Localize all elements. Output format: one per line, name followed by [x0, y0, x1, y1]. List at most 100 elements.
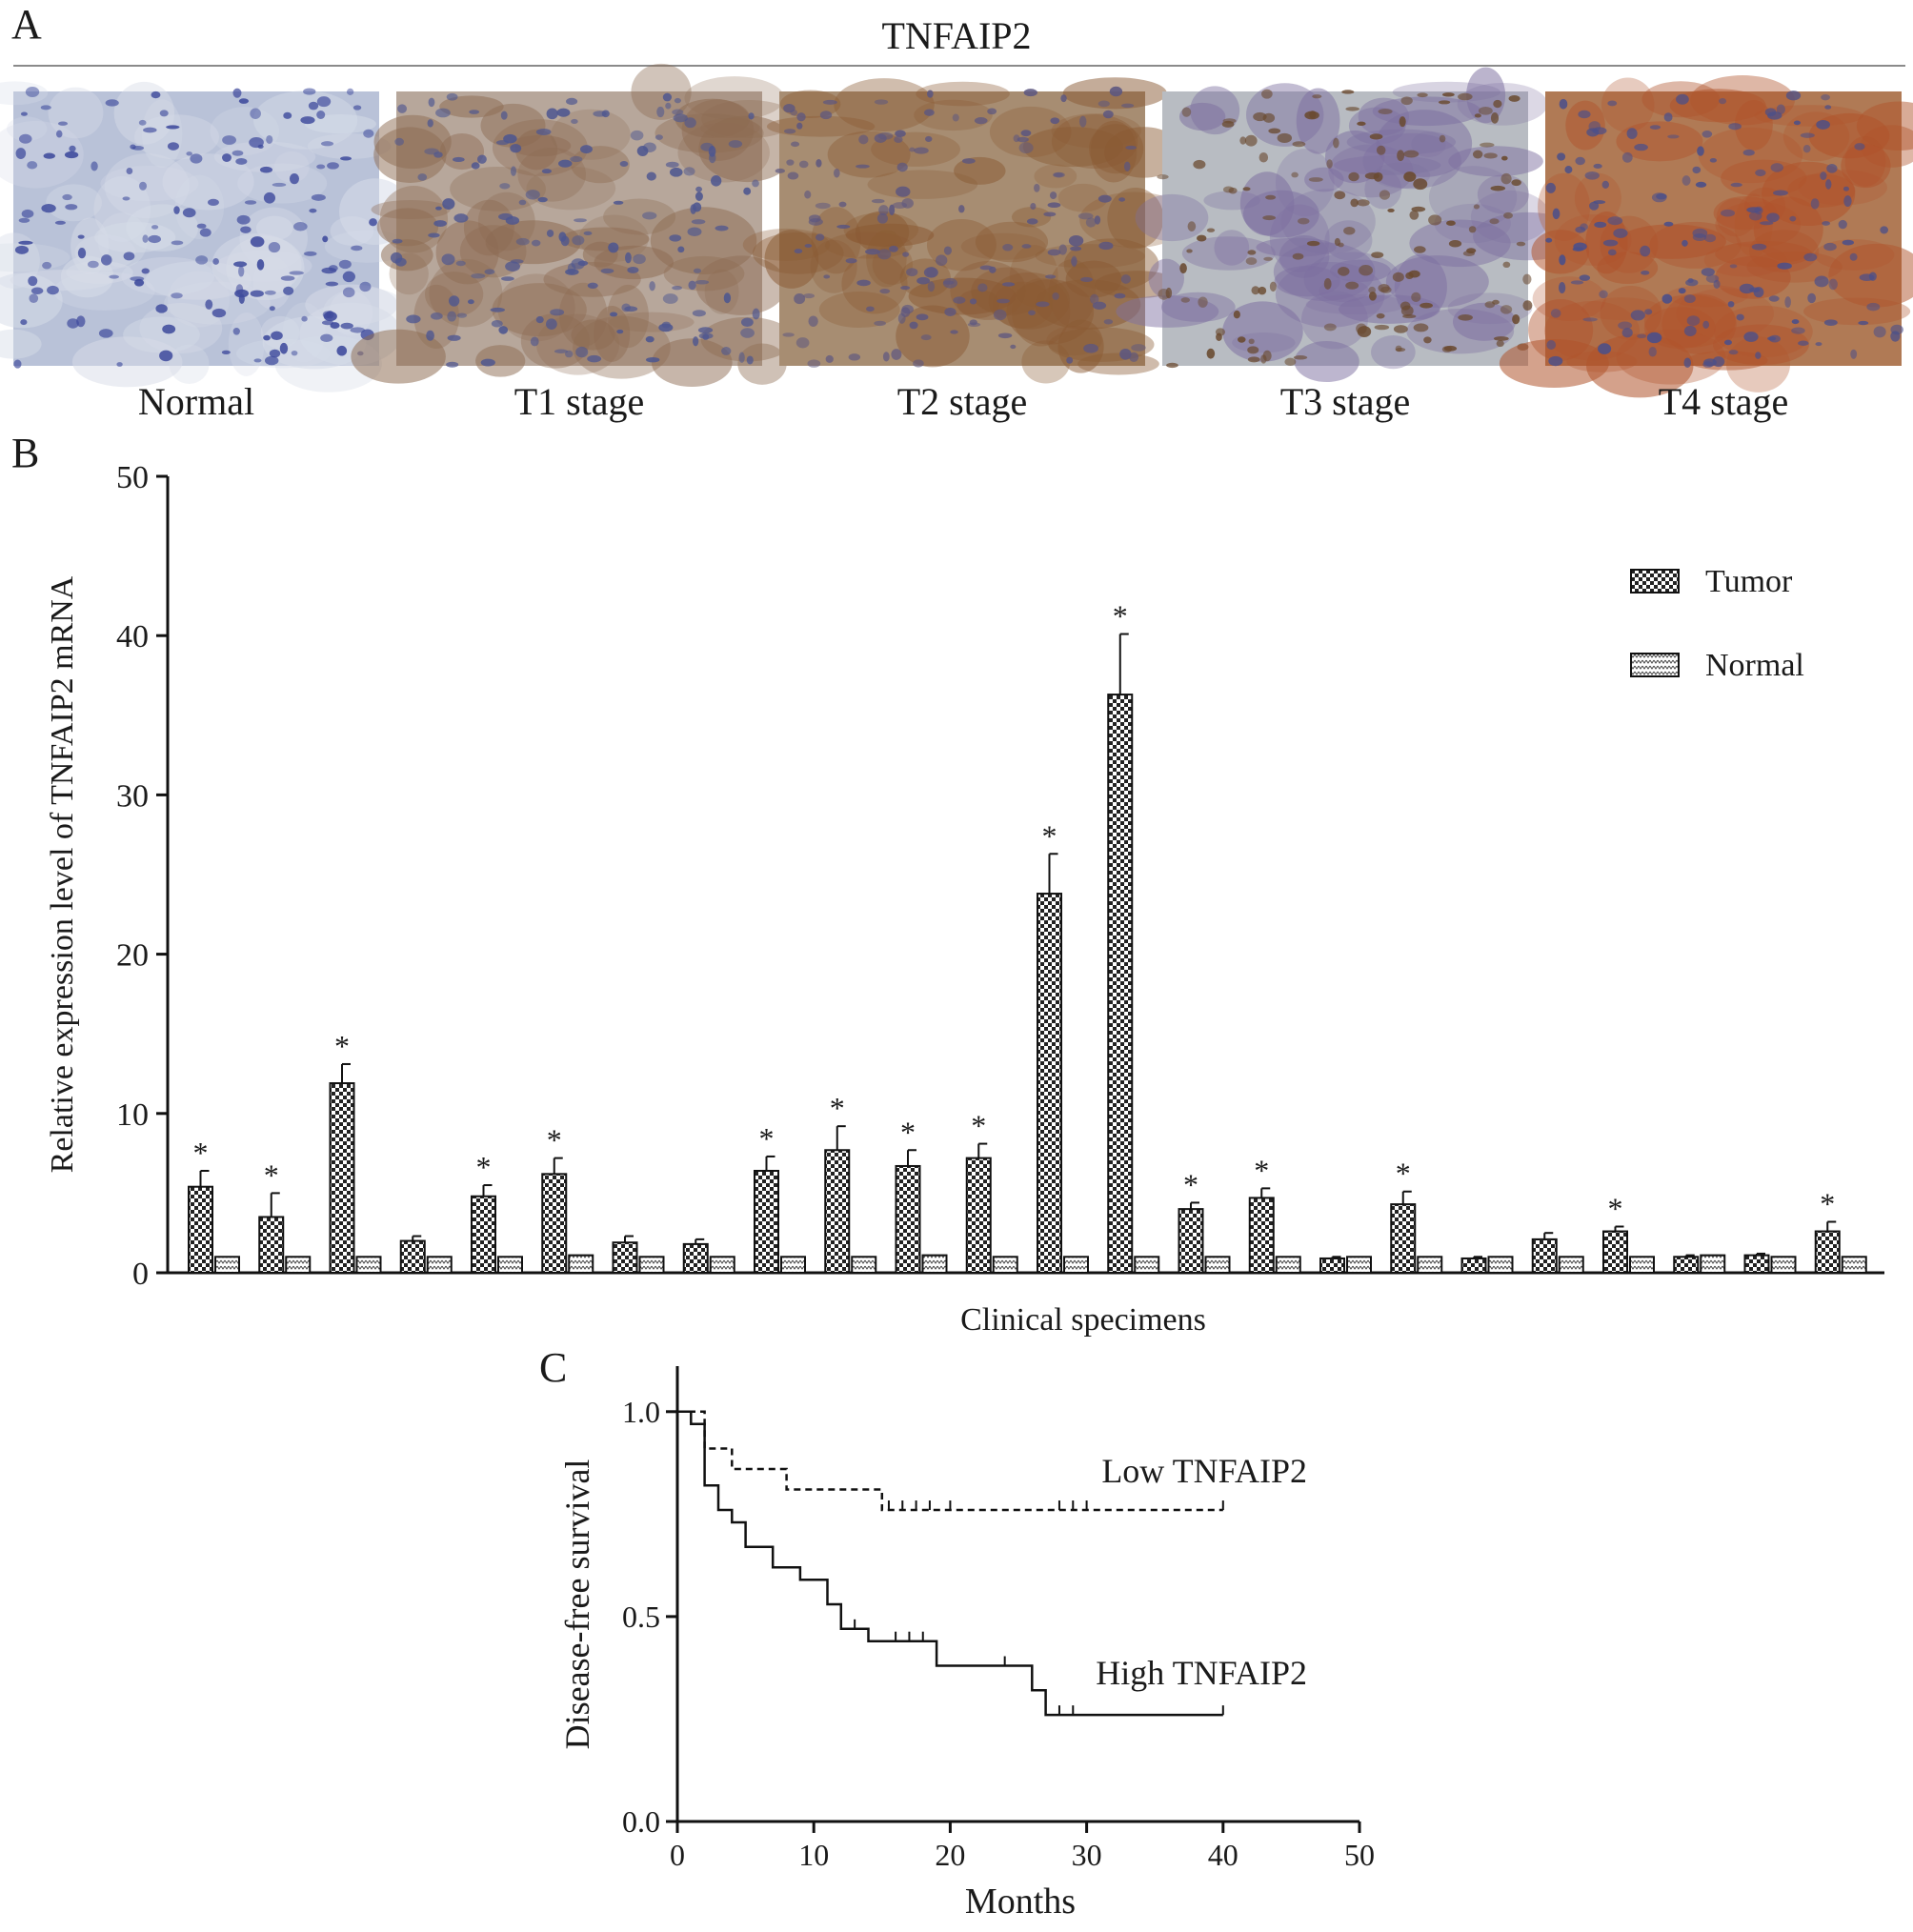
normal-bar — [214, 1256, 240, 1275]
normal-bar — [426, 1256, 453, 1275]
cell-nucleus — [1621, 151, 1633, 163]
cell-nucleus — [235, 158, 248, 165]
tissue-patch — [1324, 130, 1385, 184]
cell-nucleus — [69, 145, 76, 152]
tissue-patch — [663, 255, 745, 292]
normal-bar — [1063, 1256, 1089, 1275]
normal-bar — [709, 1256, 735, 1275]
cell-nucleus — [550, 309, 565, 316]
tissue-patch — [1022, 127, 1123, 168]
tissue-patch — [571, 319, 615, 351]
cell-nucleus — [721, 347, 732, 355]
cell-nucleus — [289, 271, 304, 275]
cell-nucleus — [997, 298, 1010, 304]
cell-nucleus — [1570, 280, 1584, 285]
tissue-patch — [174, 174, 225, 240]
cell-nucleus — [556, 108, 571, 117]
cell-nucleus — [1880, 226, 1888, 234]
cell-nucleus — [1438, 100, 1451, 105]
cell-nucleus — [1816, 119, 1830, 130]
tissue-patch — [1328, 144, 1414, 198]
cell-nucleus — [1663, 112, 1673, 122]
y-tick-label: 0 — [132, 1257, 149, 1292]
tissue-patch — [737, 343, 787, 385]
cell-nucleus — [1559, 254, 1566, 266]
cell-nucleus — [944, 307, 956, 316]
cell-nucleus — [808, 214, 821, 223]
cell-nucleus — [142, 234, 149, 243]
cell-nucleus — [693, 268, 702, 273]
cell-nucleus — [1873, 326, 1886, 338]
cell-nucleus — [1492, 299, 1500, 305]
cell-nucleus — [1575, 226, 1586, 233]
cell-nucleus — [1703, 233, 1717, 243]
cell-nucleus — [1729, 264, 1738, 269]
cell-nucleus — [235, 284, 244, 295]
cell-nucleus — [728, 140, 743, 149]
cell-nucleus — [238, 266, 245, 277]
cell-nucleus — [1423, 336, 1432, 344]
tissue-patch — [380, 239, 433, 272]
cell-nucleus — [672, 109, 684, 115]
cell-nucleus — [1378, 109, 1393, 115]
cell-nucleus — [21, 209, 34, 218]
tissue-patch — [509, 134, 572, 157]
cell-nucleus — [1593, 200, 1606, 205]
cell-nucleus — [1393, 325, 1408, 333]
cell-nucleus — [1503, 211, 1513, 219]
tissue-patch — [1021, 340, 1071, 384]
cell-nucleus — [695, 280, 710, 285]
cell-nucleus — [535, 315, 544, 324]
cell-nucleus — [308, 101, 319, 111]
cell-nucleus — [876, 212, 888, 224]
tissue-patch — [992, 281, 1054, 329]
tissue-patch — [373, 127, 447, 183]
cell-nucleus — [600, 268, 614, 274]
cell-nucleus — [205, 299, 213, 310]
cell-nucleus — [927, 281, 936, 292]
normal-bar — [780, 1256, 806, 1275]
cell-nucleus — [1686, 315, 1701, 326]
cell-nucleus — [684, 117, 696, 129]
curve-label-high-tnfaip2: High TNFAIP2 — [1096, 1654, 1307, 1692]
cell-nucleus — [914, 147, 929, 154]
cell-nucleus — [645, 357, 660, 363]
cell-nucleus — [435, 206, 442, 211]
cell-nucleus — [790, 141, 800, 148]
tissue-patch — [1161, 292, 1236, 322]
cell-nucleus — [1766, 212, 1780, 223]
cell-nucleus — [250, 290, 264, 297]
cell-nucleus — [1821, 94, 1830, 101]
cell-nucleus — [1085, 217, 1097, 228]
cell-nucleus — [65, 204, 78, 211]
cell-nucleus — [746, 355, 754, 365]
cell-nucleus — [1751, 243, 1767, 251]
cell-nucleus — [816, 158, 822, 168]
cell-nucleus — [1180, 297, 1191, 303]
cell-nucleus — [672, 285, 683, 291]
tissue-patch — [971, 267, 1047, 315]
cell-nucleus — [1579, 274, 1591, 281]
tissue-patch — [262, 315, 367, 370]
tissue-patch — [651, 338, 733, 388]
cell-nucleus — [1739, 283, 1755, 294]
x-tick-label: 40 — [1208, 1838, 1238, 1872]
cell-nucleus — [1755, 169, 1766, 177]
normal-bar — [851, 1256, 877, 1275]
cell-nucleus — [43, 152, 55, 159]
cell-nucleus — [171, 240, 184, 246]
cell-nucleus — [927, 90, 934, 98]
cell-nucleus — [340, 156, 352, 161]
micrograph-t3-stage — [1116, 67, 1583, 383]
cell-nucleus — [433, 151, 443, 158]
normal-bar — [1487, 1256, 1514, 1275]
normal-bar — [1417, 1256, 1443, 1275]
tissue-patch — [1716, 198, 1756, 237]
cell-nucleus — [1793, 120, 1802, 126]
cell-nucleus — [775, 168, 786, 173]
cell-nucleus — [27, 161, 38, 170]
cell-nucleus — [1683, 357, 1692, 368]
cell-nucleus — [141, 268, 150, 274]
cell-nucleus — [1621, 328, 1633, 338]
cell-nucleus — [1233, 310, 1240, 319]
